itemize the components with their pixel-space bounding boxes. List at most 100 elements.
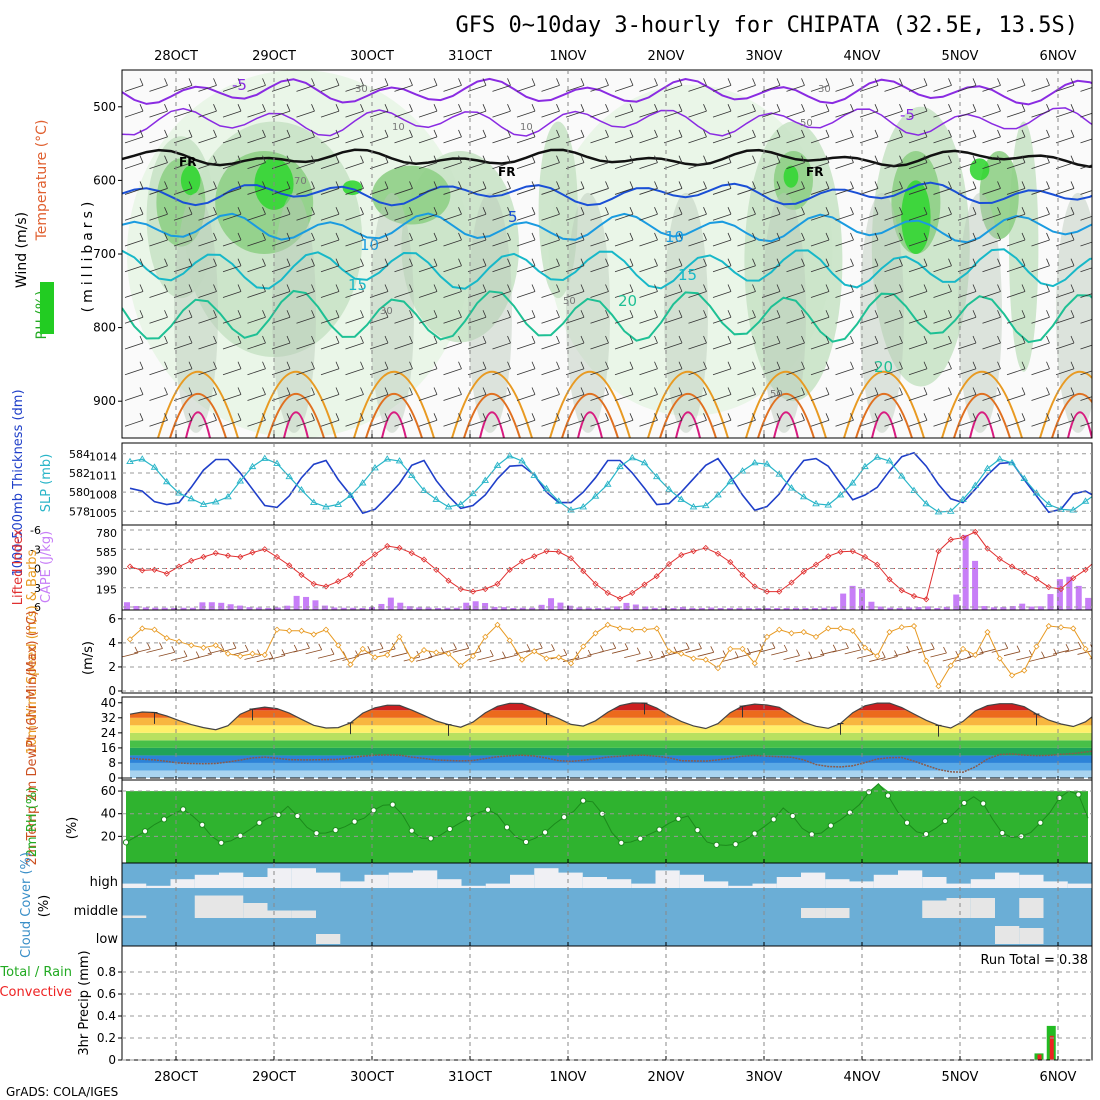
- isotherm-arch: [659, 392, 717, 438]
- temp-band: [130, 755, 1092, 763]
- wind-barb: [369, 361, 389, 376]
- cape-bar: [868, 601, 875, 610]
- slp-tick-label: 1011: [89, 469, 117, 482]
- wind-barb-10m: [379, 642, 396, 654]
- wind-barb-10m: [1003, 645, 1021, 657]
- thickness-tick-label: 584: [69, 448, 90, 461]
- wind-barb: [418, 258, 438, 273]
- wind-barb: [222, 310, 242, 324]
- cape-bar: [387, 597, 394, 610]
- wind-barb: [394, 310, 413, 324]
- slp-line: [129, 455, 1092, 513]
- wind-speed-point: [298, 627, 305, 634]
- wind-barb: [198, 413, 217, 427]
- lifted-index-point: [665, 560, 673, 568]
- wind-speed-point: [151, 626, 158, 633]
- isotherm-label: 5: [508, 208, 518, 226]
- wind-barb: [541, 361, 560, 376]
- y-tick-label: 900: [93, 394, 116, 408]
- lifted-index-point: [947, 536, 954, 543]
- panel-precip-content: [1034, 1025, 1056, 1060]
- wind-barb: [369, 104, 389, 118]
- cape-bar: [840, 593, 847, 610]
- wind-barb: [590, 387, 609, 401]
- cape-bar: [821, 607, 828, 610]
- wind-barb: [320, 207, 340, 221]
- wind-barb: [933, 232, 952, 247]
- cape-bar: [830, 606, 837, 610]
- wind-barb-10m: [722, 651, 739, 662]
- wind-barb: [712, 207, 732, 221]
- wind-barb-10m: [893, 645, 911, 657]
- wind-barb: [810, 387, 830, 401]
- wind-barb: [1055, 284, 1075, 298]
- wind-barb: [614, 78, 634, 92]
- lifted-index-point: [1045, 584, 1052, 591]
- wind-barb: [296, 207, 315, 221]
- y-tick-label: 0.2: [97, 1031, 116, 1045]
- wind-barb: [1080, 267, 1092, 273]
- wind-barb: [173, 284, 193, 298]
- wind-speed-point: [163, 634, 170, 642]
- wind-barb: [492, 413, 511, 427]
- wind-barb: [933, 78, 952, 92]
- wind-barb: [247, 104, 266, 118]
- wind-barb: [443, 258, 462, 273]
- rh-point: [713, 841, 720, 848]
- y-tick-label: 60: [101, 784, 116, 798]
- wind-barb: [369, 155, 389, 170]
- wind-barb: [761, 258, 781, 273]
- wind-barb: [516, 387, 536, 401]
- cloud-bar: [825, 908, 850, 918]
- wind-barb: [688, 104, 707, 118]
- wind-barb: [1055, 310, 1075, 324]
- wind-barb: [541, 181, 560, 195]
- wind-barb: [639, 181, 658, 195]
- wind-barb: [590, 335, 609, 350]
- rh-point: [942, 817, 949, 825]
- lifted-index-point: [616, 595, 624, 602]
- wind-barb: [222, 207, 242, 221]
- wind-barb: [884, 284, 903, 298]
- wind-barb-10m: [158, 646, 176, 657]
- cape-bar: [661, 608, 668, 610]
- wind-barb: [908, 284, 928, 298]
- panel-precip-axes: 0.8 0.6 0.4 0.2 0: [97, 945, 1093, 1067]
- wind-barb: [835, 310, 854, 324]
- wind-barb: [247, 413, 266, 427]
- isotherm-arch: [757, 392, 815, 438]
- wind-barb: [933, 335, 952, 350]
- wind-barb-10m: [538, 644, 555, 655]
- wind-barb: [786, 387, 805, 401]
- wind-speed-point: [371, 654, 379, 661]
- cloud-bar: [970, 898, 995, 918]
- wind-barb: [663, 335, 683, 350]
- wind-barb: [761, 78, 781, 92]
- wind-barb: [418, 335, 438, 350]
- cape-bar: [1075, 585, 1082, 610]
- li-tick-label: -6: [30, 524, 41, 537]
- wind-barb: [149, 129, 168, 144]
- isotherm-line: [122, 248, 1092, 290]
- cloud-bar: [122, 883, 147, 888]
- y-tick-label: 0.6: [97, 987, 116, 1001]
- wind-barb: [320, 129, 340, 144]
- wind-barb: [247, 387, 266, 401]
- wind-barb: [541, 335, 560, 350]
- top-date-label: 30OCT: [350, 49, 394, 64]
- wind-barb: [835, 232, 854, 247]
- wind-barb: [1080, 112, 1092, 118]
- cape-bar: [953, 594, 960, 610]
- wind-barb: [124, 155, 144, 170]
- wind-barb: [443, 181, 462, 195]
- wind-barb: [982, 104, 1001, 118]
- wind-barb: [516, 104, 536, 118]
- lifted-index-point: [678, 551, 685, 559]
- wind-barb: [712, 284, 732, 298]
- wind-barb: [859, 335, 879, 350]
- wind-barb: [835, 155, 854, 170]
- wind-barb: [565, 413, 585, 427]
- wind-barb: [492, 387, 511, 401]
- wind-barb-10m: [648, 650, 666, 662]
- wind-barb-10m: [771, 644, 788, 656]
